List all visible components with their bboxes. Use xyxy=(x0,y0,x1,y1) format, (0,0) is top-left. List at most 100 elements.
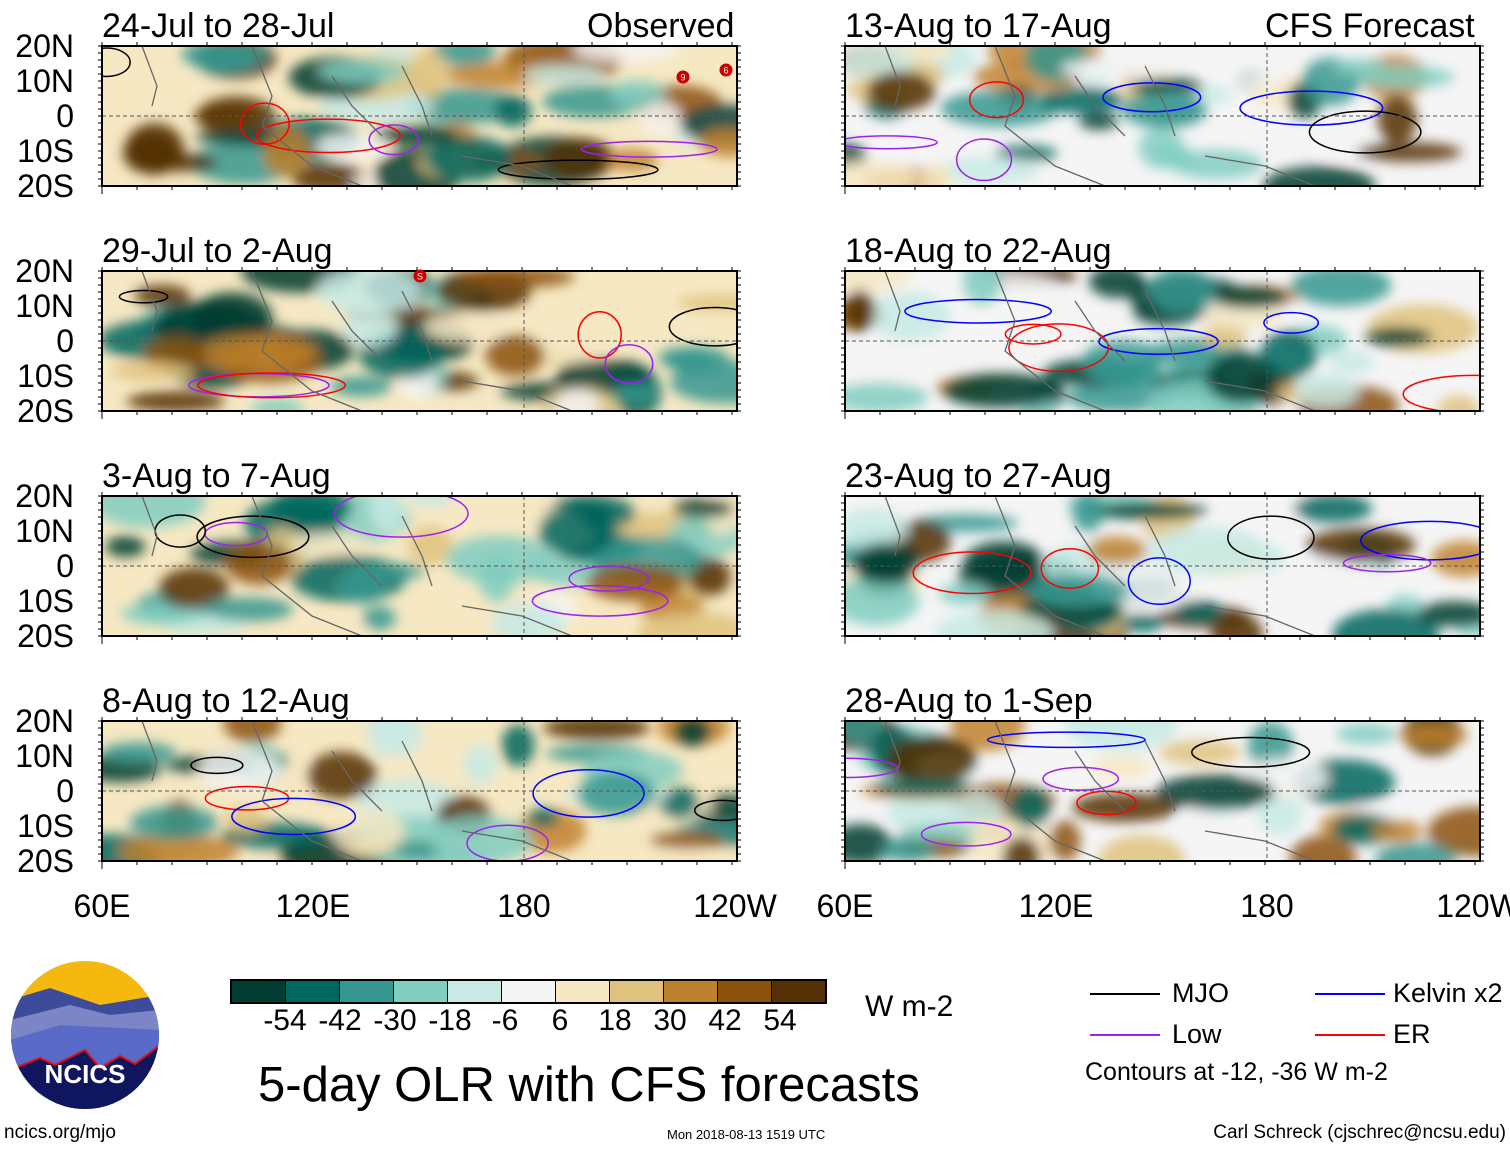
olr-anomaly-blob xyxy=(544,137,616,179)
wave-contour xyxy=(1308,110,1422,154)
olr-anomaly-blob xyxy=(1027,574,1129,608)
olr-anomaly-blob xyxy=(1120,613,1165,633)
colorbar-swatch xyxy=(772,981,825,1002)
panel-frame xyxy=(101,495,738,637)
contour-note: Contours at -12, -36 W m-2 xyxy=(1085,1058,1388,1086)
legend-kelvin-line xyxy=(1315,993,1385,995)
olr-anomaly-blob xyxy=(1262,166,1376,186)
olr-anomaly-blob xyxy=(431,46,497,66)
coastline xyxy=(884,46,1316,186)
colorbar-swatch xyxy=(502,981,556,1002)
olr-anomaly-blob xyxy=(523,65,606,86)
olr-anomaly-blob xyxy=(845,823,893,861)
olr-anomaly-blob xyxy=(491,602,567,636)
olr-anomaly-blob xyxy=(316,133,390,161)
colorbar-tick-label: 30 xyxy=(653,1004,687,1037)
lon-tick-180: 180 xyxy=(497,888,551,924)
colorbar-tick-label: -18 xyxy=(428,1004,472,1037)
lat-tick-label: 20N xyxy=(15,703,74,739)
wave-contour xyxy=(580,140,718,158)
wave-contour xyxy=(604,344,654,384)
olr-anomaly-blob xyxy=(1202,302,1283,329)
olr-anomaly-blob xyxy=(1091,754,1152,780)
lat-tick-label: 10S xyxy=(17,583,74,619)
legend-er-line xyxy=(1315,1034,1385,1036)
olr-anomaly-blob xyxy=(1306,528,1416,563)
storm-marker: S xyxy=(413,269,427,283)
wave-contour xyxy=(231,797,357,836)
wave-contour xyxy=(1227,515,1315,560)
storm-marker-label: 6 xyxy=(723,66,728,76)
olr-anomaly-blob xyxy=(845,575,920,626)
lat-tick-label: 0 xyxy=(56,323,74,359)
olr-anomaly-blob xyxy=(1290,271,1392,307)
olr-anomaly-blob xyxy=(325,618,366,636)
wave-contour xyxy=(845,135,938,150)
lat-tick-label: 20N xyxy=(15,28,74,64)
colorbar-swatch xyxy=(286,981,340,1002)
olr-anomaly-blob xyxy=(1174,599,1223,624)
lat-tick-label: 10S xyxy=(17,808,74,844)
wave-contour xyxy=(986,731,1146,749)
olr-anomaly-blob xyxy=(379,721,423,757)
olr-anomaly-blob xyxy=(102,742,177,764)
colorbar-tick-label: 54 xyxy=(763,1004,797,1037)
olr-anomaly-blob xyxy=(196,333,316,373)
olr-anomaly-blob xyxy=(1153,147,1197,167)
coastline xyxy=(141,496,573,636)
olr-anomaly-blob xyxy=(845,289,875,333)
olr-anomaly-blob xyxy=(1002,836,1041,861)
panel-title: 8-Aug to 12-Aug xyxy=(102,682,350,720)
olr-anomaly-blob xyxy=(1147,271,1216,315)
wave-contour xyxy=(197,372,347,399)
olr-anomaly-blob xyxy=(1049,820,1081,861)
colorbar-swatch xyxy=(664,981,718,1002)
wave-contour xyxy=(1191,736,1311,768)
olr-anomaly-blob xyxy=(223,721,282,743)
lat-tick-label: 10N xyxy=(15,738,74,774)
wave-contour xyxy=(1360,520,1480,561)
wave-contour xyxy=(239,102,290,146)
olr-anomaly-blob xyxy=(1121,91,1208,129)
olr-anomaly-blob xyxy=(461,271,575,288)
olr-map-panel xyxy=(98,492,741,644)
olr-anomaly-blob xyxy=(1293,496,1373,523)
colorbar-tick-label: -54 xyxy=(263,1004,307,1037)
wave-contour xyxy=(532,768,645,818)
coastline xyxy=(884,271,1316,411)
olr-anomaly-blob xyxy=(318,59,406,85)
olr-anomaly-blob xyxy=(110,361,194,382)
wave-contour xyxy=(955,138,1013,182)
panel-title: 29-Jul to 2-Aug xyxy=(102,232,333,270)
storm-marker: 6 xyxy=(719,63,733,77)
olr-anomaly-blob xyxy=(1147,526,1266,575)
lat-tick-label: 20S xyxy=(17,393,74,429)
panel-frame xyxy=(101,720,738,862)
lat-tick-label: 10N xyxy=(15,63,74,99)
olr-anomaly-blob xyxy=(369,496,405,534)
olr-anomaly-blob xyxy=(672,498,734,518)
olr-anomaly-blob xyxy=(880,838,935,861)
olr-anomaly-blob xyxy=(250,398,304,411)
lat-tick-label: 20N xyxy=(15,253,74,289)
olr-anomaly-blob xyxy=(572,46,679,63)
wave-contour xyxy=(920,821,1012,847)
wave-contour xyxy=(912,551,1032,595)
lat-tick-label: 10N xyxy=(15,288,74,324)
olr-anomaly-blob xyxy=(1332,58,1388,76)
olr-map-panel xyxy=(98,42,741,194)
site-url[interactable]: ncics.org/mjo xyxy=(4,1122,116,1143)
olr-anomaly-blob xyxy=(950,721,1025,752)
olr-anomaly-blob xyxy=(1377,95,1417,144)
olr-anomaly-blob xyxy=(852,542,919,584)
coastline xyxy=(884,496,1316,636)
colorbar-swatch xyxy=(448,981,502,1002)
wave-contour xyxy=(1402,374,1480,411)
colorbar-swatch xyxy=(556,981,610,1002)
olr-anomaly-blob xyxy=(428,816,533,861)
lon-tick-120w-right: 120W xyxy=(1436,888,1510,924)
olr-map-panel xyxy=(841,42,1484,194)
wave-contour xyxy=(1102,82,1202,113)
panel-title: 18-Aug to 22-Aug xyxy=(845,232,1112,270)
lat-tick-label: 0 xyxy=(56,98,74,134)
